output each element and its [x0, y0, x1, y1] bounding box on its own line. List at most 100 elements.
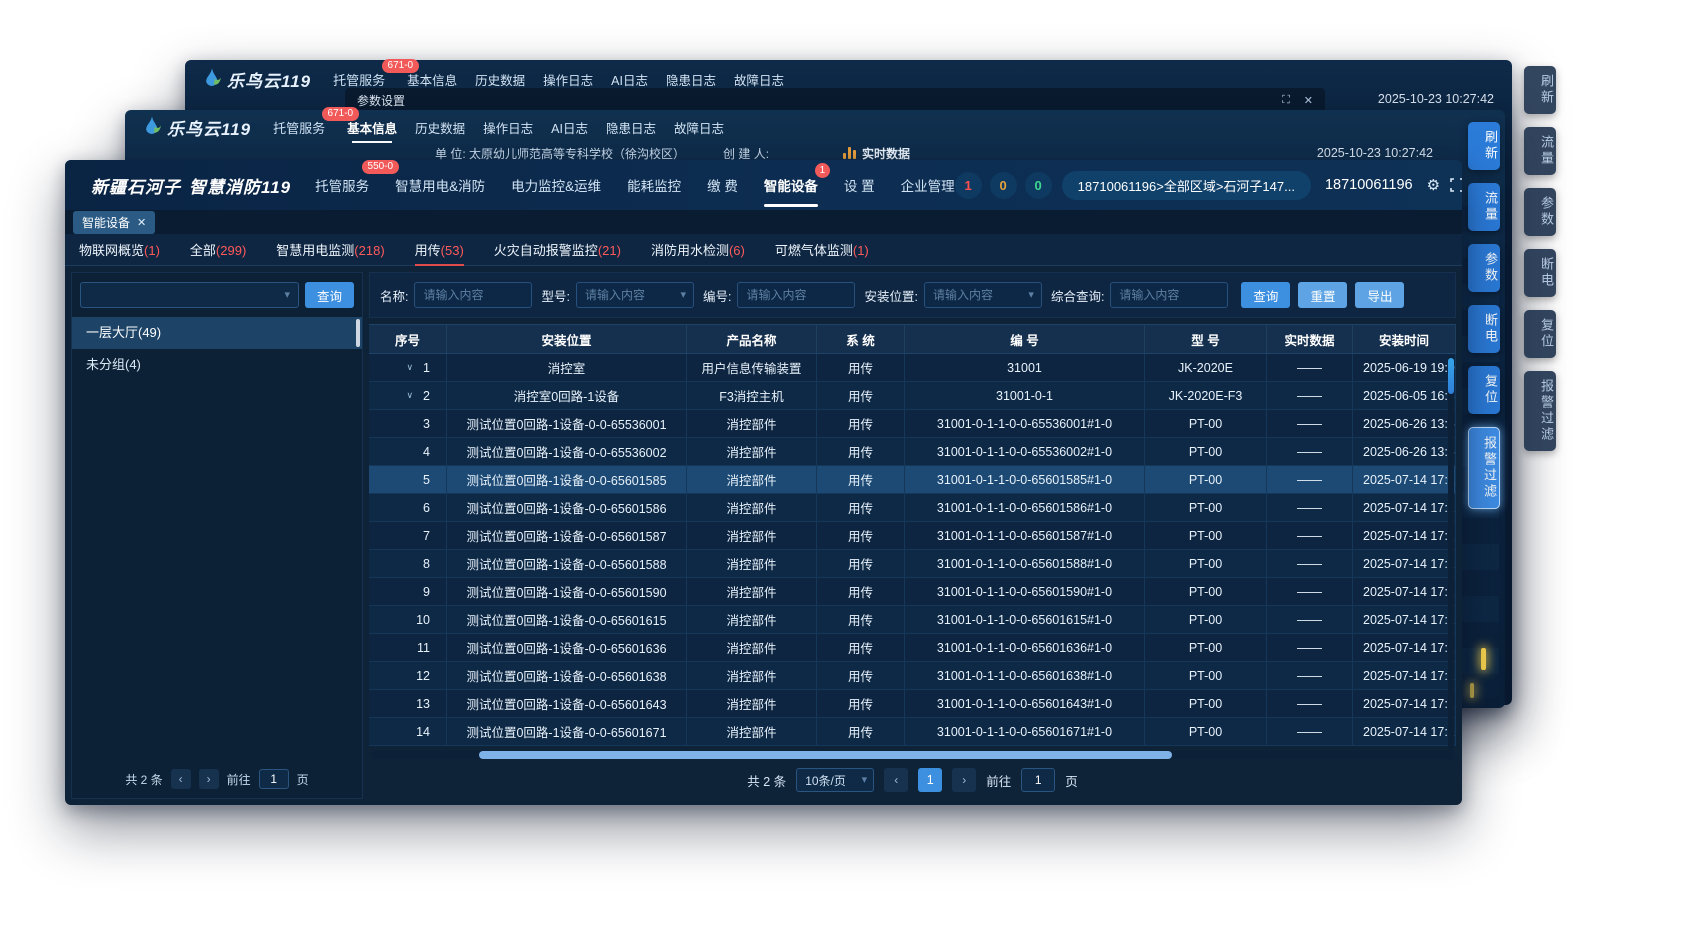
toolbar-button[interactable]: 报警过滤	[1524, 371, 1556, 451]
back-window-tab[interactable]: 历史数据	[475, 73, 526, 88]
filter-input[interactable]	[576, 283, 693, 307]
page-size-select[interactable]: 10条/页 ▾	[796, 768, 875, 792]
column-header[interactable]: 型 号	[1145, 325, 1267, 353]
close-tab-icon[interactable]: ✕	[137, 216, 147, 229]
column-header[interactable]: 产品名称	[687, 325, 817, 353]
category-tab[interactable]: 火灾自动报警监控(21)	[493, 243, 621, 258]
back-window-tab[interactable]: 隐患日志	[665, 73, 716, 88]
alarm-counter[interactable]: 0	[989, 171, 1017, 199]
table-row[interactable]: 6 测试位置0回路-1设备-0-0-65601586 消控部件 用传 31001…	[369, 494, 1456, 522]
sidebar-page-input[interactable]	[258, 769, 289, 789]
nav-item[interactable]: 电力监控&运维	[511, 179, 602, 194]
next-page-button[interactable]: ›	[198, 769, 219, 789]
table-row[interactable]: ∨ 1 消控室 用户信息传输装置 用传 31001 JK-2020E —— 20…	[369, 354, 1456, 382]
category-tab[interactable]: 消防用水检测(6)	[650, 243, 745, 258]
nav-item[interactable]: 托管服务 550-0	[315, 160, 400, 201]
gear-icon[interactable]: ⚙	[1426, 177, 1441, 194]
current-page-button[interactable]: 1	[918, 768, 943, 792]
table-row[interactable]: 7 测试位置0回路-1设备-0-0-65601587 消控部件 用传 31001…	[369, 522, 1456, 550]
prev-page-button[interactable]: ‹	[170, 769, 191, 789]
table-row[interactable]: ∨ 2 消控室0回路-1设备 F3消控主机 用传 31001-0-1 JK-20…	[369, 382, 1456, 410]
table-row[interactable]: 10 测试位置0回路-1设备-0-0-65601615 消控部件 用传 3100…	[369, 606, 1456, 634]
table-row[interactable]: 8 测试位置0回路-1设备-0-0-65601588 消控部件 用传 31001…	[369, 550, 1456, 578]
toolbar-button[interactable]: 断电	[1524, 249, 1556, 297]
table-row[interactable]: 13 测试位置0回路-1设备-0-0-65601643 消控部件 用传 3100…	[369, 690, 1456, 718]
table-row[interactable]: 9 测试位置0回路-1设备-0-0-65601590 消控部件 用传 31001…	[369, 578, 1456, 606]
table-row[interactable]: 11 测试位置0回路-1设备-0-0-65601636 消控部件 用传 3100…	[369, 634, 1456, 662]
toolbar-button[interactable]: 刷新	[1524, 66, 1556, 114]
goto-page-input[interactable]	[1021, 768, 1056, 792]
toolbar-button[interactable]: 复位	[1524, 310, 1556, 358]
back-window-nav-hosted-service[interactable]: 托管服务 671-0	[333, 58, 420, 89]
category-tab[interactable]: 可燃气体监测(1)	[774, 243, 869, 258]
filter-input[interactable]	[415, 283, 532, 307]
nav-item[interactable]: 智慧用电&消防	[395, 179, 486, 194]
column-header[interactable]: 编 号	[905, 325, 1145, 353]
nav-item[interactable]: 企业管理	[900, 179, 955, 194]
open-tab-smart-devices[interactable]: 智能设备 ✕	[73, 210, 156, 234]
middle-window-tab[interactable]: 操作日志	[483, 121, 534, 136]
table-vertical-scrollbar[interactable]	[1448, 356, 1454, 761]
back-window-tab[interactable]: AI日志	[611, 73, 648, 88]
column-header[interactable]: 系 统	[817, 325, 905, 353]
category-tab[interactable]: 用传(53)	[414, 233, 464, 266]
table-row[interactable]: 5 测试位置0回路-1设备-0-0-65601585 消控部件 用传 31001…	[369, 466, 1456, 494]
expand-caret-icon[interactable]: ∨	[406, 362, 414, 372]
middle-window-tab[interactable]: 历史数据	[415, 121, 466, 136]
nav-item[interactable]: 智能设备 1	[763, 163, 830, 207]
table-row[interactable]: 12 测试位置0回路-1设备-0-0-65601638 消控部件 用传 3100…	[369, 662, 1456, 690]
region-breadcrumb[interactable]: 18710061196>全部区域>石河子147...	[1061, 170, 1311, 200]
column-header[interactable]: 序号	[369, 325, 447, 353]
back-window-tab[interactable]: 操作日志	[543, 73, 594, 88]
toolbar-button[interactable]: 参数	[1524, 188, 1556, 236]
middle-window-tab[interactable]: 隐患日志	[605, 121, 656, 136]
scrollbar-thumb[interactable]	[479, 751, 1173, 759]
filter-input[interactable]	[1111, 283, 1228, 307]
toolbar-button[interactable]: 流量	[1524, 127, 1556, 175]
middle-window-nav-hosted-service[interactable]: 托管服务 671-0	[273, 106, 360, 137]
scrollbar-thumb[interactable]	[1448, 358, 1454, 394]
expand-caret-icon[interactable]: ∨	[406, 390, 414, 400]
account-number[interactable]: 18710061196	[1324, 177, 1413, 193]
table-row[interactable]: 3 测试位置0回路-1设备-0-0-65536001 消控部件 用传 31001…	[369, 410, 1456, 438]
nav-item[interactable]: 缴 费	[707, 179, 738, 194]
middle-window-tab[interactable]: 基本信息	[347, 114, 397, 143]
export-button[interactable]: 导出	[1355, 282, 1405, 308]
filter-input[interactable]	[924, 283, 1041, 307]
location-list-item[interactable]: 未分组(4)	[86, 357, 141, 372]
toolbar-button[interactable]: 流量	[1468, 183, 1500, 231]
location-list-item[interactable]: 一层大厅(49)	[72, 317, 362, 349]
filter-input[interactable]	[738, 283, 855, 307]
table-row[interactable]: 14 测试位置0回路-1设备-0-0-65601671 消控部件 用传 3100…	[369, 718, 1456, 746]
category-tab[interactable]: 物联网概览(1)	[79, 243, 160, 258]
column-header[interactable]: 安装时间	[1353, 325, 1456, 353]
toolbar-button[interactable]: 报警过滤	[1468, 427, 1500, 509]
middle-window-tab[interactable]: 故障日志	[674, 121, 725, 136]
table-horizontal-scrollbar[interactable]	[371, 751, 1454, 759]
back-window-tab[interactable]: 基本信息	[407, 73, 458, 88]
search-button[interactable]: 查询	[1241, 282, 1291, 308]
reset-button[interactable]: 重置	[1298, 282, 1348, 308]
category-tab[interactable]: 全部(299)	[189, 243, 247, 258]
column-header[interactable]: 安装位置	[447, 325, 687, 353]
category-tab[interactable]: 智慧用电监测(218)	[276, 243, 385, 258]
next-page-button[interactable]: ›	[952, 768, 977, 792]
toolbar-button[interactable]: 参数	[1468, 244, 1500, 292]
table-row[interactable]: 4 测试位置0回路-1设备-0-0-65536002 消控部件 用传 31001…	[369, 438, 1456, 466]
back-window-tab[interactable]: 故障日志	[734, 73, 785, 88]
toolbar-button[interactable]: 复位	[1468, 366, 1500, 414]
alarm-counter[interactable]: 0	[1024, 171, 1052, 199]
middle-window-tab[interactable]: AI日志	[551, 121, 588, 136]
toolbar-button[interactable]: 刷新	[1468, 122, 1500, 170]
nav-item[interactable]: 设 置	[843, 179, 875, 194]
close-icon[interactable]: ✕	[1303, 94, 1313, 107]
column-header[interactable]: 实时数据	[1267, 325, 1353, 353]
prev-page-button[interactable]: ‹	[884, 768, 909, 792]
sidebar-scrollbar-thumb[interactable]	[356, 319, 360, 347]
alarm-counter[interactable]: 1	[954, 171, 982, 199]
sidebar-search-button[interactable]: 查询	[304, 282, 354, 308]
expand-icon[interactable]: ⛶	[1282, 93, 1290, 106]
fullscreen-icon[interactable]	[1450, 178, 1462, 192]
nav-item[interactable]: 能耗监控	[627, 179, 682, 194]
sidebar-location-select[interactable]: ▾	[80, 282, 299, 308]
